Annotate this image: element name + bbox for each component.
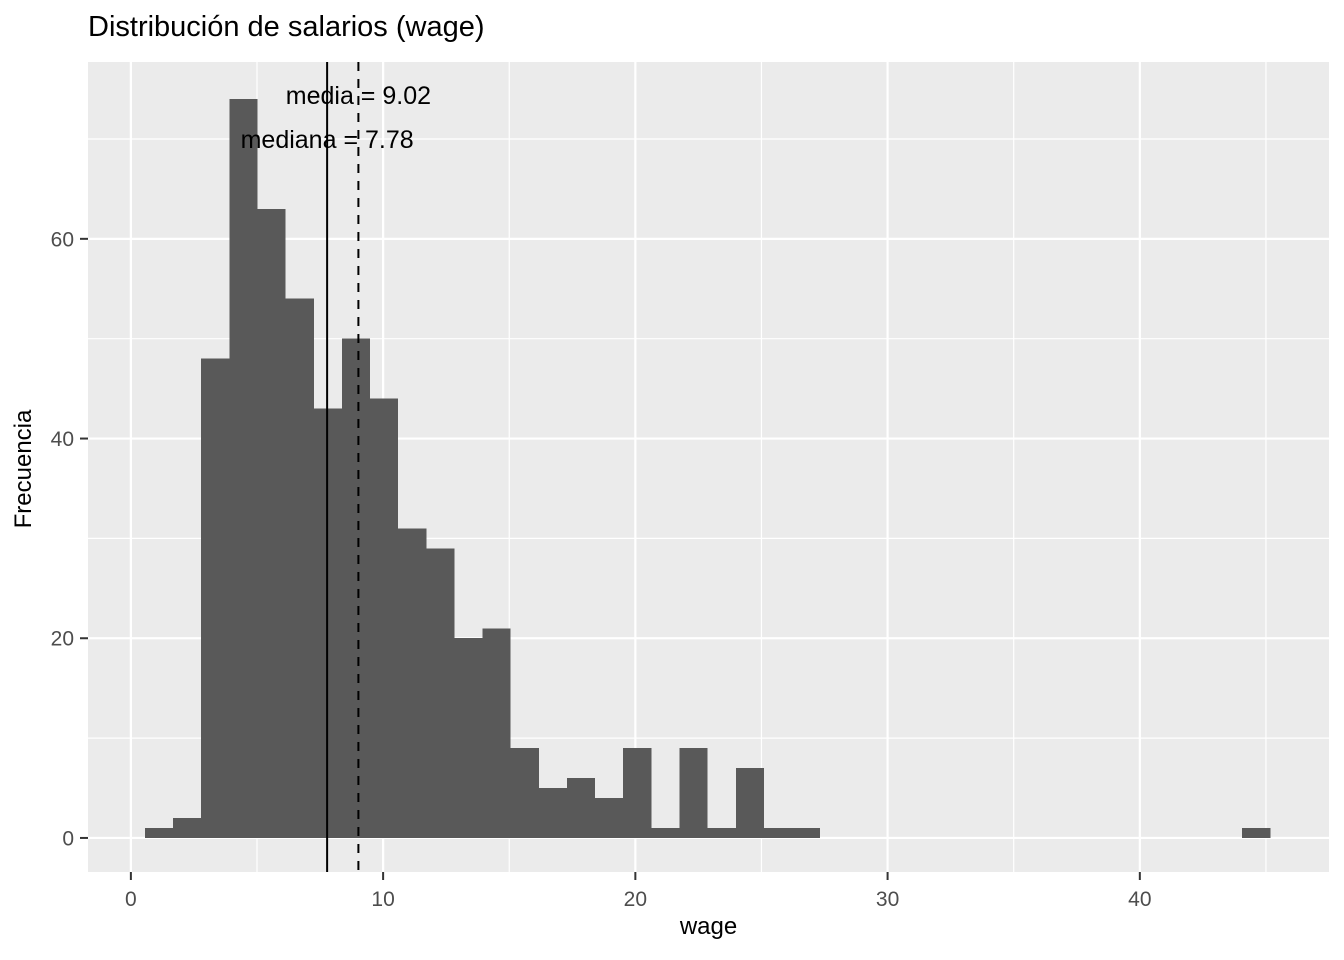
annotation-mediana: mediana = 7.78 — [241, 126, 414, 154]
histogram-bar — [370, 398, 399, 838]
histogram-bar — [454, 638, 483, 838]
y-axis-title: Frecuencia — [10, 409, 37, 529]
histogram-bar — [566, 778, 596, 838]
axis-ticks: 0 10 20 30 40 0 20 40 60 — [51, 228, 1152, 911]
histogram-bar — [201, 358, 230, 838]
y-tick-label: 0 — [62, 827, 74, 850]
x-axis-title: wage — [679, 913, 738, 940]
histogram-bar — [426, 548, 455, 838]
annotation-media: media = 9.02 — [286, 82, 431, 110]
histogram-bar — [482, 628, 511, 838]
histogram-bar — [510, 748, 539, 838]
histogram-bar — [285, 298, 314, 838]
histogram-bar — [229, 99, 258, 838]
histogram-bar — [341, 338, 371, 838]
y-tick-label: 20 — [51, 628, 74, 651]
x-tick-label: 20 — [624, 888, 647, 911]
histogram-bar — [257, 208, 286, 838]
histogram-bar — [398, 528, 427, 838]
histogram-bar — [763, 827, 793, 838]
histogram-bar — [707, 827, 736, 838]
histogram-bar — [538, 788, 567, 838]
histogram-bar — [595, 798, 624, 838]
histogram-bar — [679, 748, 708, 838]
histogram-bar — [735, 768, 764, 838]
x-tick-label: 40 — [1128, 888, 1151, 911]
histogram-bars — [144, 99, 1271, 838]
histogram-bar — [623, 748, 652, 838]
x-tick-label: 0 — [125, 888, 137, 911]
y-tick-label: 40 — [51, 428, 74, 451]
histogram-bar — [144, 827, 174, 838]
histogram-bar — [651, 827, 680, 838]
histogram-bar — [792, 827, 821, 838]
x-tick-label: 10 — [371, 888, 394, 911]
chart-title: Distribución de salarios (wage) — [88, 11, 485, 43]
x-tick-label: 30 — [876, 888, 899, 911]
histogram-bar — [173, 817, 202, 838]
y-tick-label: 60 — [51, 228, 74, 251]
histogram-bar — [1242, 827, 1271, 838]
